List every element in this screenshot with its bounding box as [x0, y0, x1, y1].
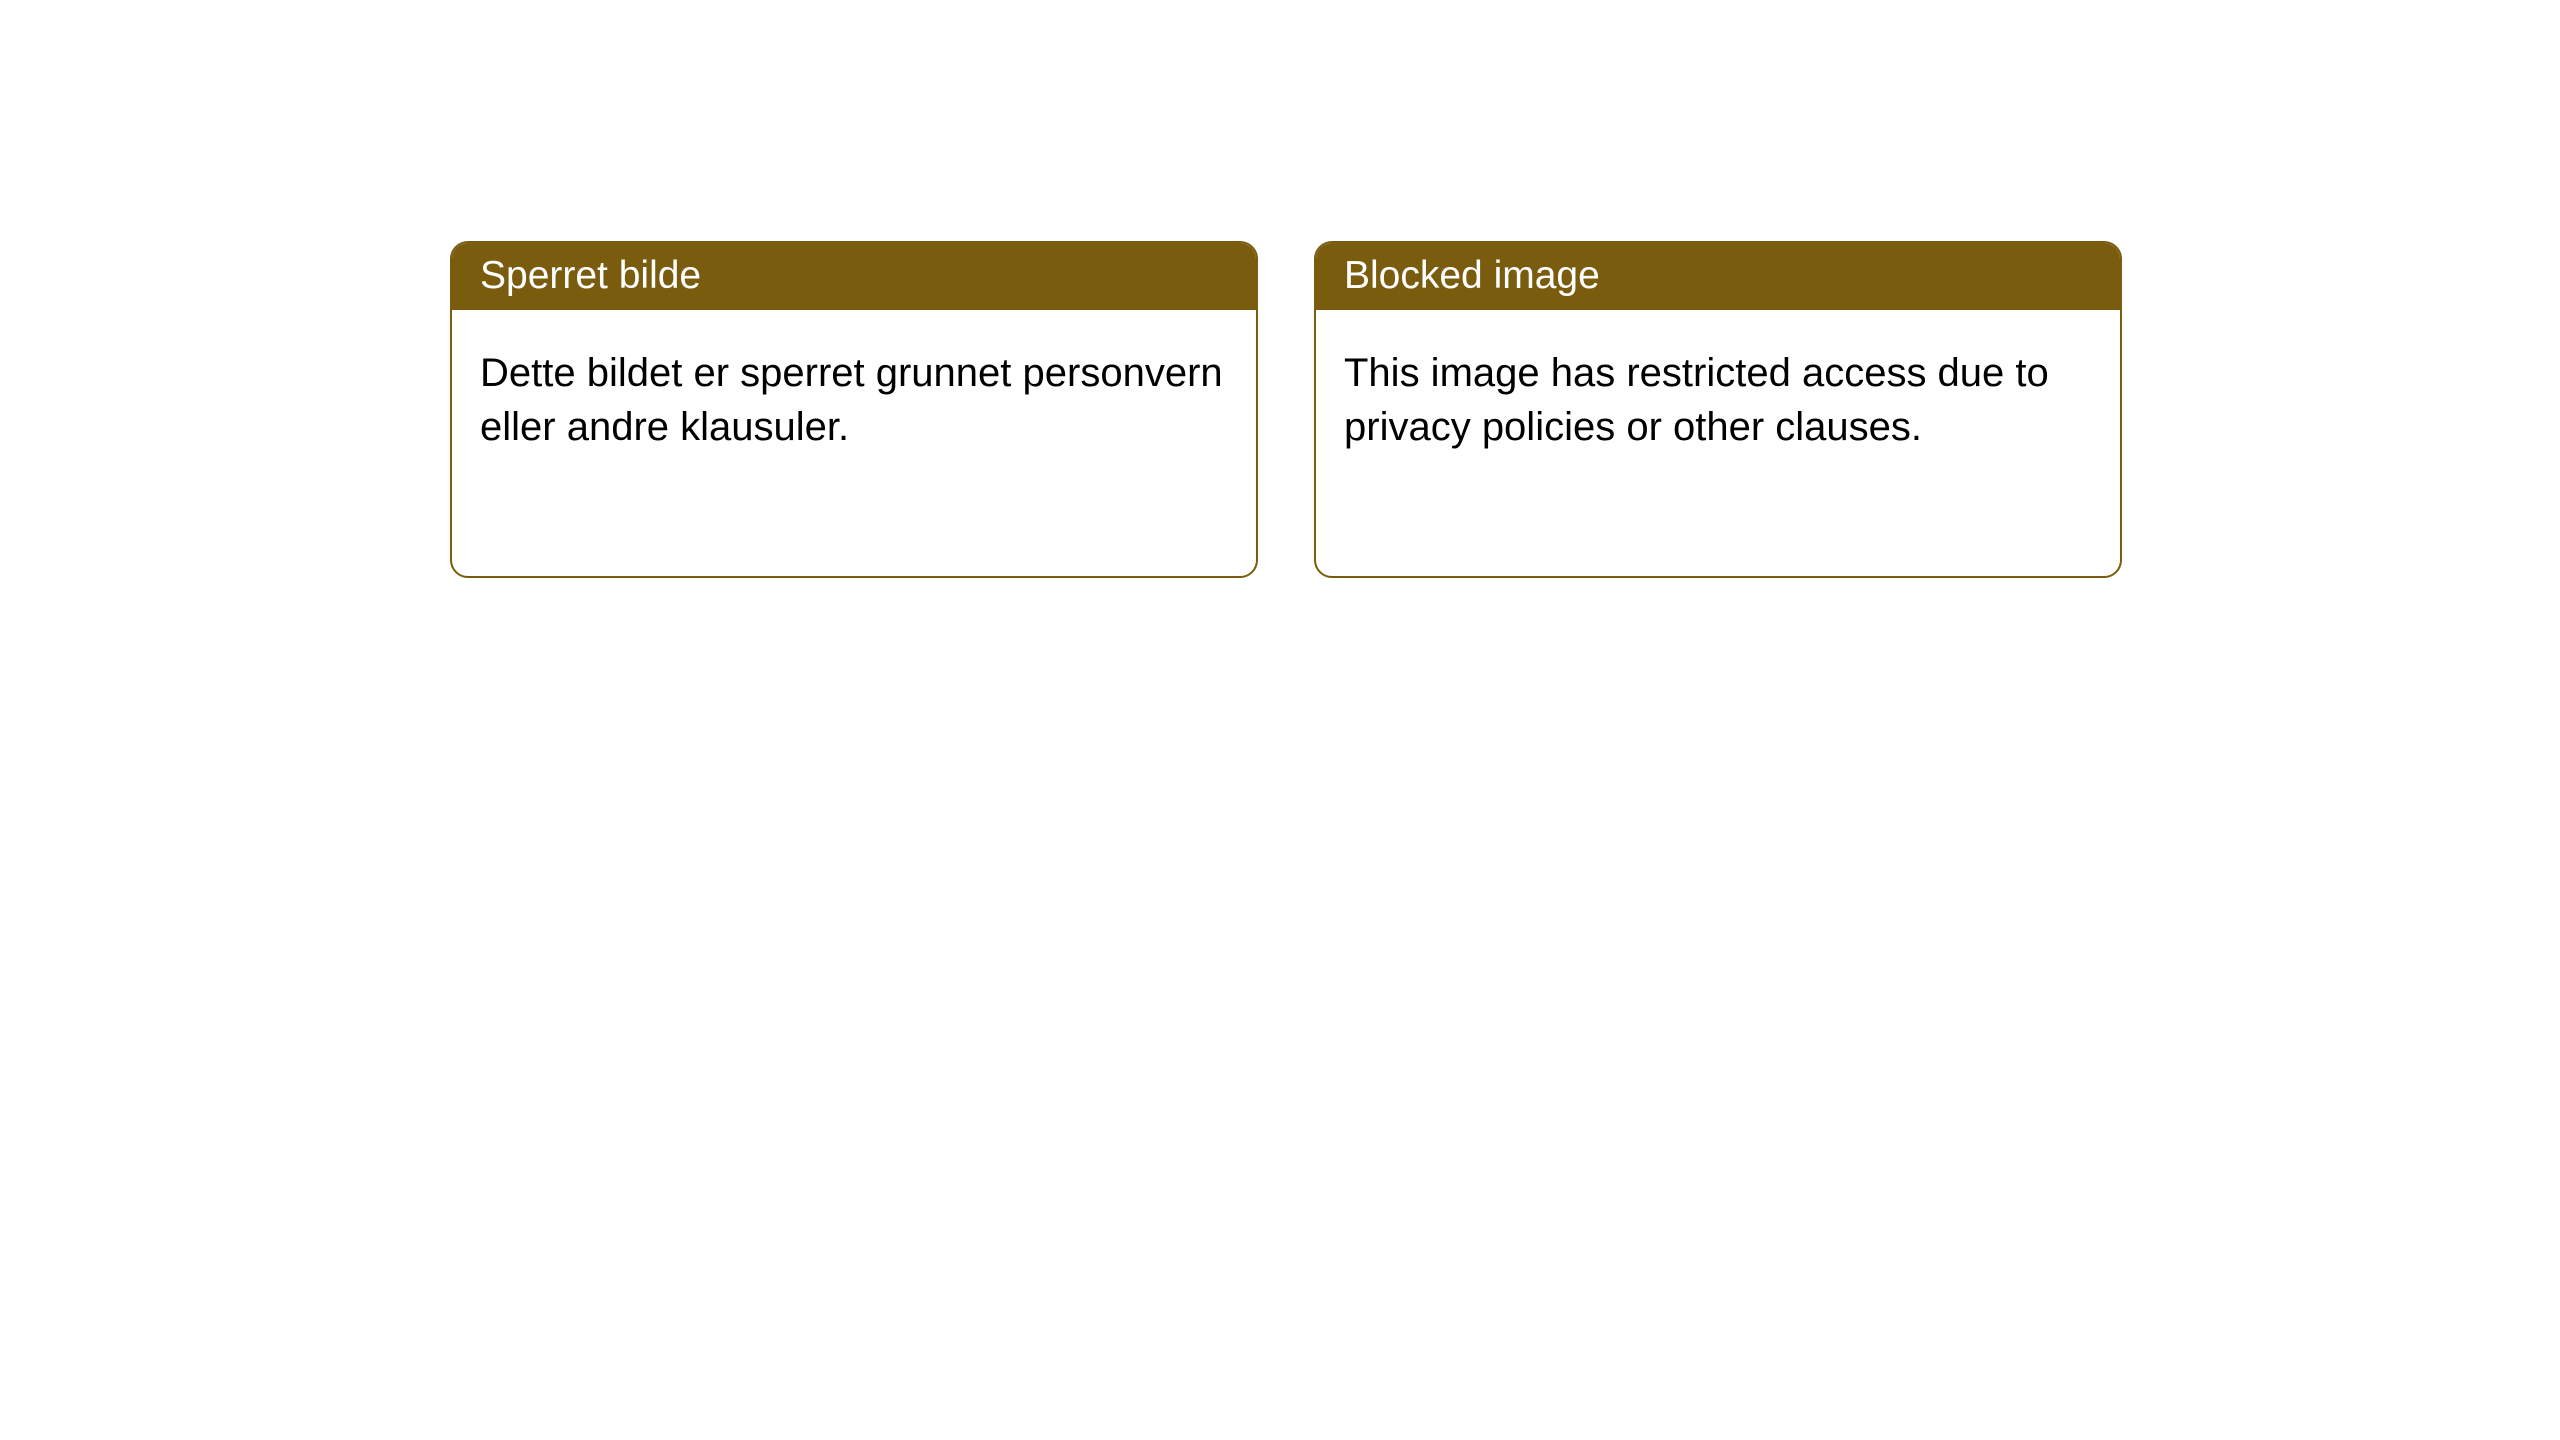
notice-title-norwegian: Sperret bilde [452, 243, 1256, 310]
notice-body-norwegian: Dette bildet er sperret grunnet personve… [452, 310, 1256, 490]
notice-body-english: This image has restricted access due to … [1316, 310, 2120, 490]
notice-card-english: Blocked image This image has restricted … [1314, 241, 2122, 578]
notice-card-norwegian: Sperret bilde Dette bildet er sperret gr… [450, 241, 1258, 578]
notice-container: Sperret bilde Dette bildet er sperret gr… [0, 0, 2560, 578]
notice-title-english: Blocked image [1316, 243, 2120, 310]
